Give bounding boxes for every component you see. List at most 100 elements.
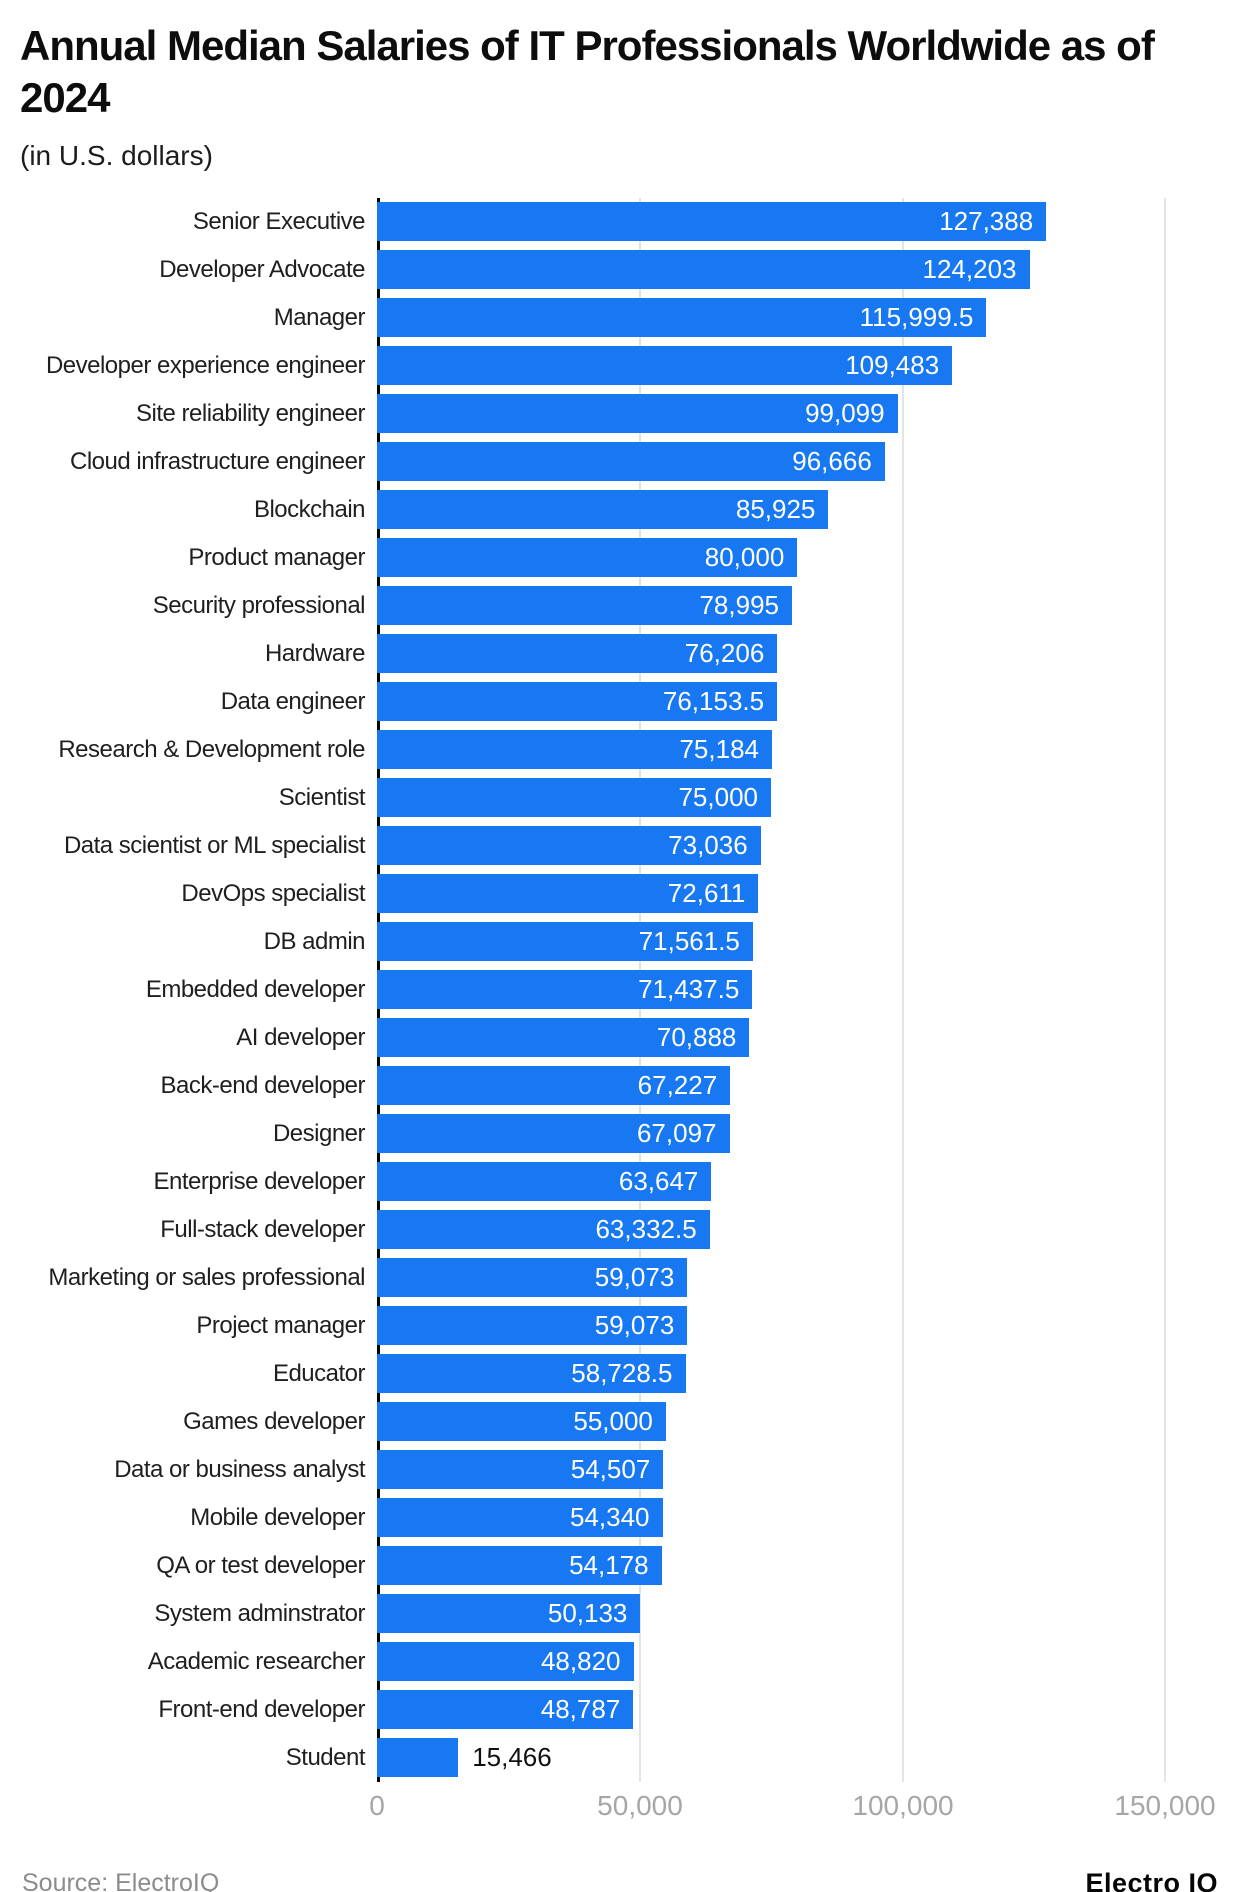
bar-row: Research & Development role 75,184	[20, 726, 1220, 774]
bar-zone: 59,073	[377, 1302, 1220, 1350]
category-label: AI developer	[236, 1024, 365, 1052]
gridline-150000	[1164, 198, 1166, 1783]
value-label: 67,097	[636, 1118, 717, 1149]
bar-zone: 50,133	[377, 1590, 1220, 1638]
chart-title: Annual Median Salaries of IT Professiona…	[20, 22, 1155, 122]
value-label: 54,178	[569, 1550, 649, 1581]
bar-zone: 67,227	[377, 1062, 1220, 1110]
bar-zone: 67,097	[377, 1110, 1220, 1158]
bar: 72,611	[377, 874, 759, 914]
value-label: 67,227	[637, 1070, 718, 1101]
value-label: 124,203	[922, 254, 1017, 285]
bar: 59,073	[377, 1306, 688, 1346]
bar-row: Product manager 80,000	[20, 534, 1220, 582]
category-label: Designer	[272, 1120, 366, 1148]
category-label: System adminstrator	[154, 1600, 365, 1628]
value-label: 127,388	[939, 206, 1034, 237]
bar-row: Student 15,466	[20, 1734, 1220, 1782]
bar-row: Marketing or sales professional 59,073	[20, 1254, 1220, 1302]
value-label: 72,611	[667, 878, 746, 909]
bar-zone: 72,611	[377, 870, 1220, 918]
bar-zone: 15,466	[377, 1734, 1220, 1782]
brand-logo: Electro IQ	[1085, 1868, 1218, 1892]
bar-zone: 54,340	[377, 1494, 1220, 1542]
bar-row: Hardware 76,206	[20, 630, 1220, 678]
category-label: DB admin	[263, 928, 366, 956]
bar: 55,000	[377, 1402, 666, 1442]
x-tick-label: 50,000	[597, 1790, 683, 1822]
bar-zone: 80,000	[377, 534, 1220, 582]
bar-zone: 127,388	[377, 198, 1220, 246]
bar-zone: 71,437.5	[377, 966, 1220, 1014]
value-label: 96,666	[792, 446, 872, 477]
category-label: Back-end developer	[160, 1072, 366, 1100]
category-label: Blockchain	[253, 496, 366, 524]
value-label: 73,036	[668, 830, 748, 861]
x-tick-label: 150,000	[1114, 1790, 1216, 1822]
gridline-100000	[902, 198, 904, 1783]
bar-zone: 76,206	[377, 630, 1220, 678]
category-label: Educator	[272, 1360, 366, 1388]
category-label: Games developer	[183, 1408, 365, 1436]
bar: 63,647	[377, 1162, 712, 1202]
bar-row: Data engineer 76,153.5	[20, 678, 1220, 726]
bar-row: Cloud infrastructure engineer 96,666	[20, 438, 1220, 486]
bar-zone: 59,073	[377, 1254, 1220, 1302]
bar-row: Site reliability engineer 99,099	[20, 390, 1220, 438]
bar: 76,206	[377, 634, 778, 674]
bar-row: Educator 58,728.5	[20, 1350, 1220, 1398]
chart-subtitle: (in U.S. dollars)	[20, 140, 213, 172]
value-label: 48,820	[540, 1646, 621, 1677]
value-label: 75,000	[678, 782, 758, 813]
bar: 54,340	[377, 1498, 663, 1538]
category-label: Enterprise developer	[153, 1168, 366, 1196]
bar-zone: 115,999.5	[377, 294, 1220, 342]
category-label: Security professional	[152, 592, 366, 620]
bar: 67,227	[377, 1066, 731, 1106]
bar-row: DB admin 71,561.5	[20, 918, 1220, 966]
bar-zone: 75,184	[377, 726, 1220, 774]
bar-row: Developer Advocate 124,203	[20, 246, 1220, 294]
bar-row: Front-end developer 48,787	[20, 1686, 1220, 1734]
bar-rows: Senior Executive 127,388 Developer Advoc…	[20, 198, 1220, 1782]
bar-row: Back-end developer 67,227	[20, 1062, 1220, 1110]
category-label: Data or business analyst	[114, 1456, 365, 1484]
source-attribution: Source: ElectroIQ	[22, 1869, 220, 1892]
x-axis-ticks: 0 50,000 100,000 150,000	[369, 1790, 1215, 1834]
category-label: Data engineer	[220, 688, 366, 716]
bar-zone: 71,561.5	[377, 918, 1220, 966]
bar-zone: 124,203	[377, 246, 1220, 294]
value-label: 109,483	[845, 350, 940, 381]
bar-row: Full-stack developer 63,332.5	[20, 1206, 1220, 1254]
bar: 48,820	[377, 1642, 634, 1682]
category-label: Mobile developer	[190, 1504, 365, 1532]
value-label: 55,000	[573, 1406, 653, 1437]
category-label: DevOps specialist	[181, 880, 365, 908]
value-label: 54,507	[570, 1454, 651, 1485]
category-label: Product manager	[188, 544, 365, 572]
value-label: 59,073	[594, 1310, 675, 1341]
category-label: Site reliability engineer	[136, 400, 365, 428]
bar: 127,388	[377, 202, 1047, 242]
bar-row: Data scientist or ML specialist 73,036	[20, 822, 1220, 870]
bar: 75,184	[377, 730, 772, 770]
category-label: Developer Advocate	[159, 256, 365, 284]
value-label: 99,099	[805, 398, 885, 429]
bar: 75,000	[377, 778, 771, 818]
category-label: Academic researcher	[147, 1648, 366, 1676]
bar-row: AI developer 70,888	[20, 1014, 1220, 1062]
bar-zone: 85,925	[377, 486, 1220, 534]
value-label: 75,184	[679, 734, 759, 765]
category-label: Research & Development role	[58, 736, 365, 764]
bar-zone: 78,995	[377, 582, 1220, 630]
value-label: 15,466	[472, 1742, 552, 1773]
bar: 67,097	[377, 1114, 730, 1154]
bar: 71,561.5	[377, 922, 753, 962]
category-label: Senior Executive	[192, 208, 366, 236]
bar-zone: 73,036	[377, 822, 1220, 870]
bar-zone: 48,787	[377, 1686, 1220, 1734]
value-label: 71,561.5	[638, 926, 740, 957]
bar: 59,073	[377, 1258, 688, 1298]
bar: 15,466	[377, 1738, 552, 1778]
bar-row: Data or business analyst 54,507	[20, 1446, 1220, 1494]
